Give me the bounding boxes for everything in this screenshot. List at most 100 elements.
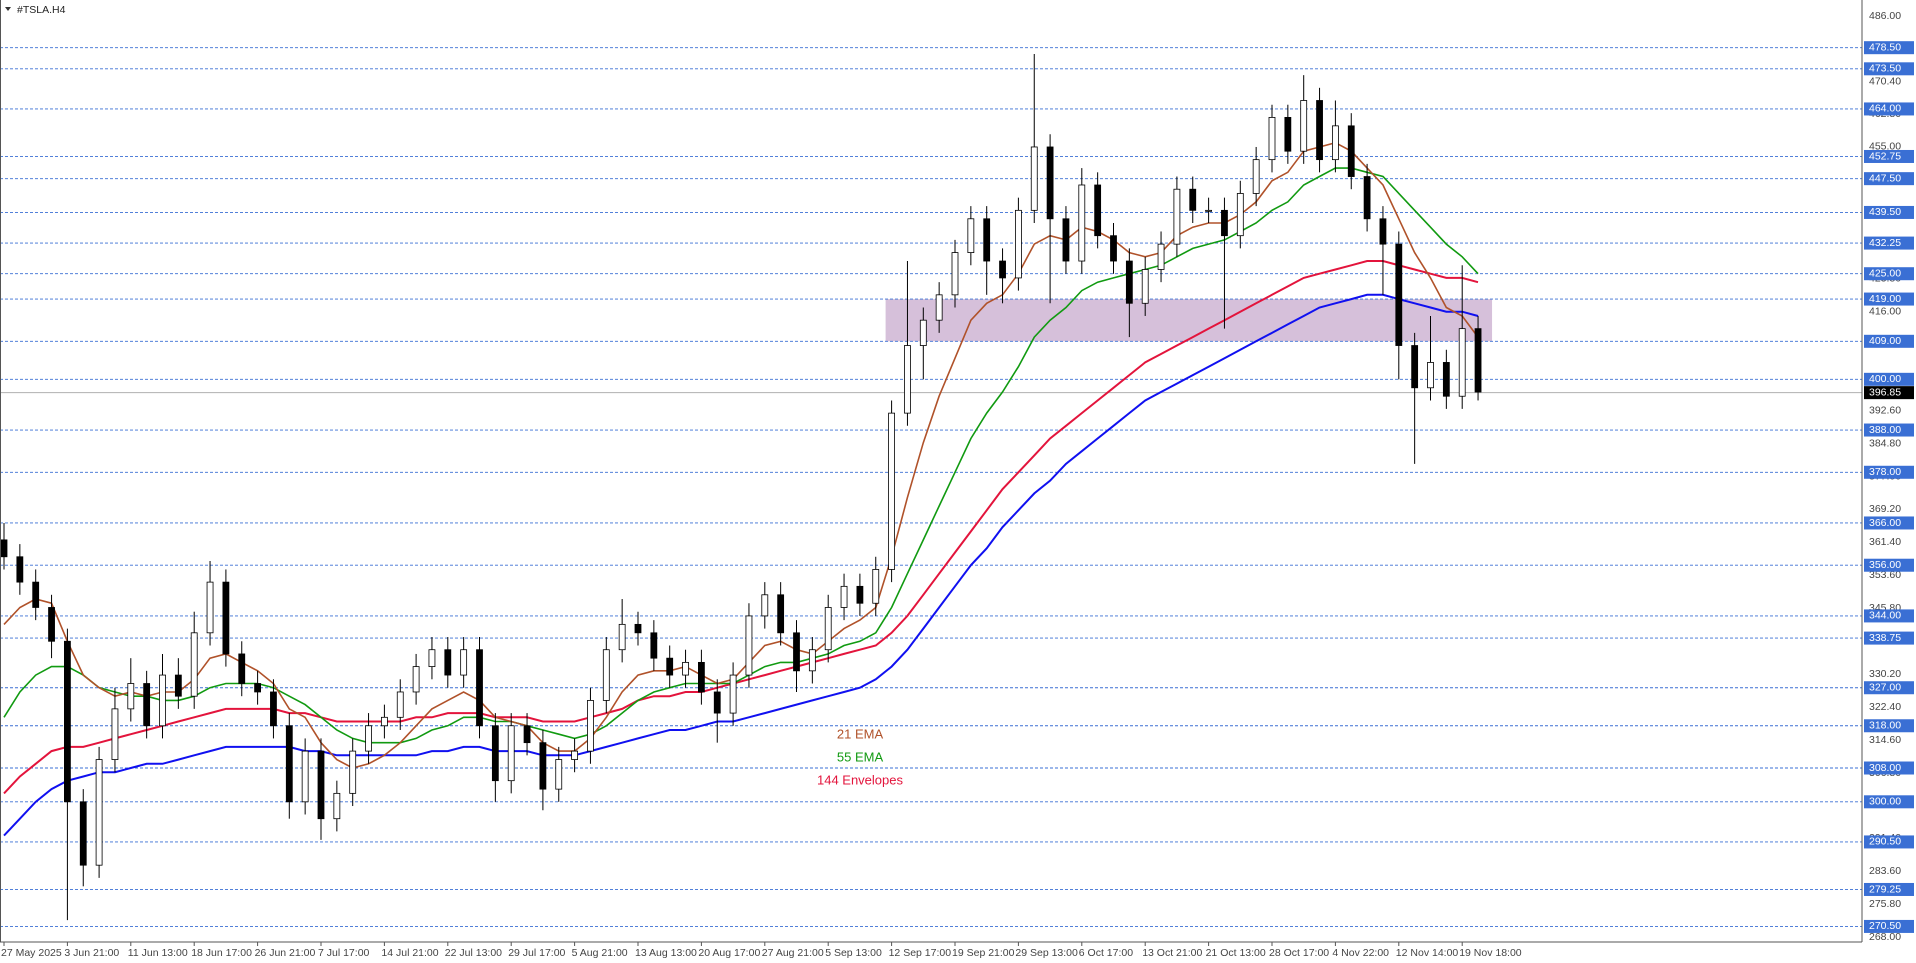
- candle-body: [1268, 116, 1276, 161]
- candle-body: [1252, 159, 1260, 194]
- candle-body: [111, 708, 119, 760]
- y-tick-label: 353.60: [1869, 569, 1901, 581]
- envelope-upper: [3, 260, 1479, 795]
- x-tick-label: 18 Jun 17:00: [191, 947, 252, 959]
- x-tick-label: 20 Aug 17:00: [698, 947, 760, 959]
- candle-body: [1316, 100, 1323, 161]
- x-tick-label: 14 Jul 21:00: [381, 947, 438, 959]
- candle-body: [317, 750, 325, 820]
- level-label: 300.00: [1869, 796, 1901, 808]
- x-tick-label: 26 Jun 21:00: [255, 947, 316, 959]
- y-tick-label: 268.00: [1869, 931, 1901, 943]
- candle-body: [1300, 100, 1308, 152]
- candle-body: [999, 260, 1006, 279]
- menu-triangle: [5, 7, 11, 11]
- candle-body: [856, 585, 864, 604]
- candle-body: [1332, 125, 1339, 161]
- x-tick-label: 19 Nov 18:00: [1459, 947, 1522, 959]
- level-label: 432.25: [1869, 237, 1901, 249]
- candle-body: [698, 661, 705, 693]
- y-tick-label: 275.80: [1869, 898, 1901, 910]
- level-box: [1864, 423, 1914, 437]
- candle-body: [1236, 193, 1244, 237]
- x-tick-label: 13 Oct 21:00: [1142, 947, 1202, 959]
- level-label: 439.50: [1869, 206, 1901, 218]
- candle-body: [539, 742, 547, 790]
- candle-body: [412, 666, 420, 693]
- level-box: [1864, 919, 1914, 933]
- level-box: [1864, 835, 1914, 849]
- level-box: [1864, 334, 1914, 348]
- y-tick-label: 416.00: [1869, 306, 1901, 318]
- candle-body: [1427, 362, 1434, 389]
- candle-body: [618, 623, 626, 651]
- level-box: [1864, 516, 1914, 530]
- level-label: 338.75: [1869, 632, 1901, 644]
- candle-body: [1363, 176, 1371, 220]
- level-label: 478.50: [1869, 41, 1901, 53]
- x-tick-label: 21 Oct 13:00: [1206, 947, 1266, 959]
- candle-body: [365, 725, 372, 752]
- level-box: [1864, 372, 1914, 386]
- level-label: 425.00: [1869, 267, 1901, 279]
- candle-body: [285, 725, 293, 803]
- x-tick-label: 27 Aug 21:00: [762, 947, 824, 959]
- candle-body: [634, 623, 642, 634]
- candle-body: [793, 632, 800, 672]
- candle-body: [523, 725, 531, 744]
- level-box: [1864, 62, 1914, 76]
- x-tick-label: 13 Aug 13:00: [635, 947, 697, 959]
- candle-body: [79, 801, 87, 866]
- candle-body: [745, 615, 753, 676]
- candle-body: [983, 218, 991, 262]
- candle-body: [1046, 146, 1054, 220]
- last-price-box: [1864, 386, 1914, 400]
- candle-body: [349, 750, 357, 794]
- level-label: 464.00: [1869, 103, 1901, 115]
- level-label: 378.00: [1869, 466, 1901, 478]
- candle-body: [64, 640, 71, 803]
- candle-body: [143, 683, 151, 727]
- candle-body: [206, 581, 214, 634]
- level-box: [1864, 609, 1914, 623]
- x-tick-label: 12 Nov 14:00: [1396, 947, 1459, 959]
- x-tick-label: 3 Jun 21:00: [64, 947, 119, 959]
- candle-body: [254, 683, 262, 693]
- candle-body: [396, 691, 404, 718]
- level-label: 447.50: [1869, 172, 1901, 184]
- candle-body: [460, 649, 468, 676]
- candle-body: [1015, 209, 1022, 279]
- candle-body: [951, 252, 959, 296]
- candle-body: [1141, 269, 1149, 304]
- candle-body: [761, 594, 769, 617]
- level-label: 409.00: [1869, 335, 1901, 347]
- y-tick-label: 455.00: [1869, 141, 1901, 153]
- level-box: [1864, 719, 1914, 733]
- envelope-lower: [3, 293, 1479, 837]
- candle-body: [48, 607, 55, 642]
- y-tick-label: 322.40: [1869, 701, 1901, 713]
- candle-body: [32, 581, 40, 608]
- level-box: [1864, 882, 1914, 896]
- y-tick-label: 392.60: [1869, 404, 1901, 416]
- candle-body: [444, 649, 452, 676]
- candle-body: [380, 716, 388, 727]
- candle-body: [333, 792, 341, 820]
- y-tick-label: 361.40: [1869, 536, 1901, 548]
- candle-body: [127, 683, 135, 710]
- x-tick-label: 28 Oct 17:00: [1269, 947, 1329, 959]
- x-tick-label: 29 Sep 13:00: [1015, 947, 1078, 959]
- candle-body: [491, 725, 499, 782]
- candle-body: [872, 569, 880, 604]
- level-label: 279.25: [1869, 883, 1901, 895]
- candle-body: [808, 649, 816, 672]
- level-box: [1864, 795, 1914, 809]
- candle-body: [1411, 345, 1419, 389]
- candle-body: [174, 674, 182, 697]
- candle-body: [1347, 125, 1355, 177]
- level-label: 400.00: [1869, 373, 1901, 385]
- level-box: [1864, 41, 1914, 55]
- candle-body: [1474, 328, 1482, 393]
- candle-body: [919, 319, 927, 346]
- y-tick-label: 369.20: [1869, 503, 1901, 515]
